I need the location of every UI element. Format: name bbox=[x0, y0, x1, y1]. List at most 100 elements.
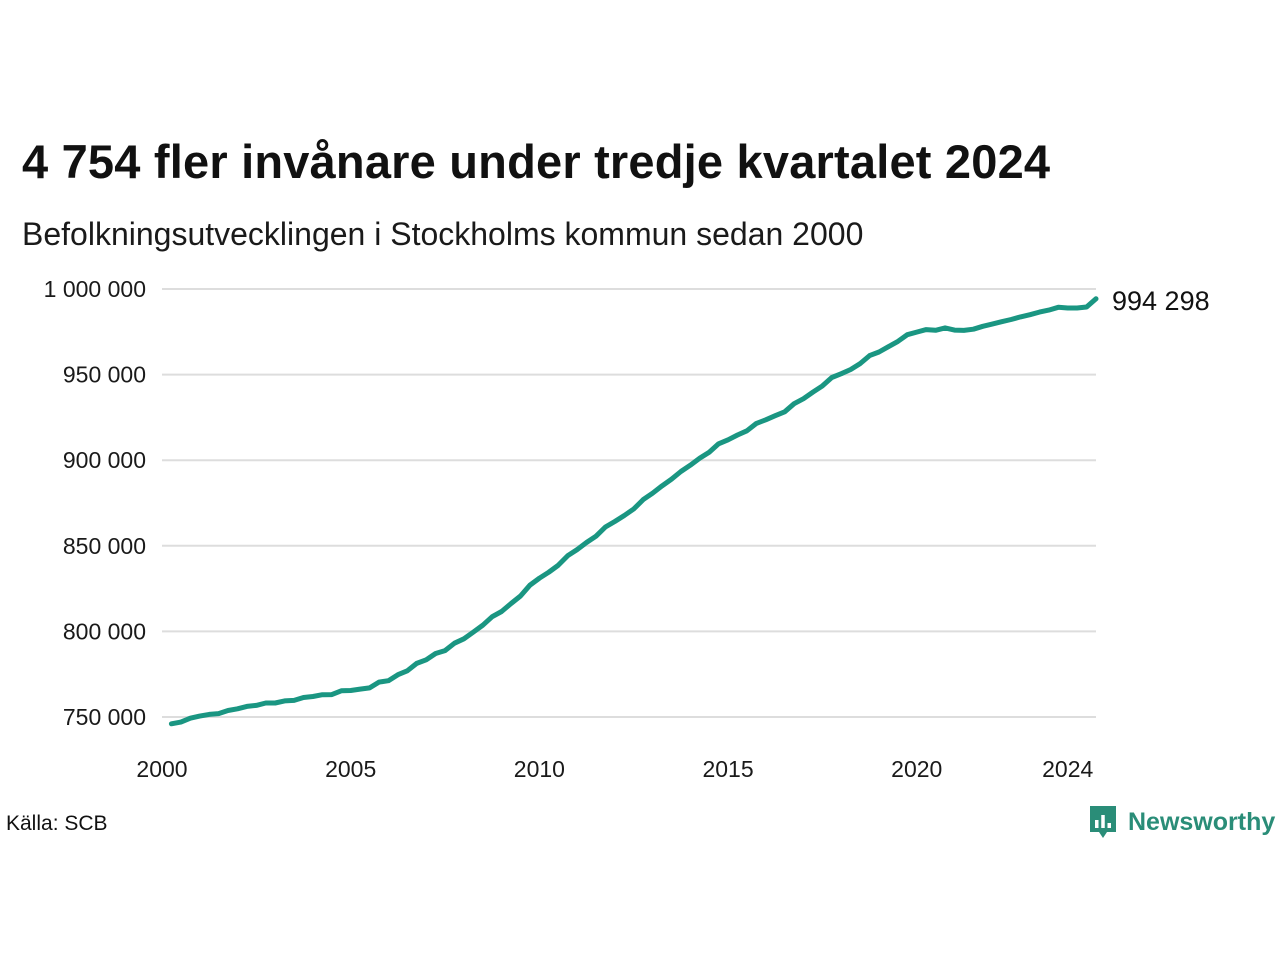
data-point bbox=[273, 701, 278, 705]
data-point bbox=[443, 648, 447, 653]
data-point bbox=[716, 441, 721, 446]
x-tick-label: 2010 bbox=[514, 756, 565, 782]
end-value-label: 994 298 bbox=[1112, 286, 1210, 316]
y-tick-label: 950 000 bbox=[63, 362, 146, 388]
population-series-line bbox=[168, 296, 1099, 727]
data-point bbox=[471, 630, 476, 635]
data-point bbox=[1046, 308, 1051, 313]
x-tick-label: 2000 bbox=[136, 756, 187, 782]
data-point bbox=[490, 614, 495, 619]
data-point bbox=[197, 714, 202, 719]
grid-lines bbox=[162, 288, 1096, 718]
data-point bbox=[773, 413, 778, 418]
data-point bbox=[367, 685, 372, 690]
data-point bbox=[622, 513, 627, 518]
data-point bbox=[395, 672, 400, 677]
data-point bbox=[584, 540, 589, 545]
data-point bbox=[1065, 306, 1070, 310]
data-point bbox=[433, 651, 438, 656]
data-point bbox=[678, 469, 683, 474]
data-point bbox=[509, 601, 514, 606]
data-point bbox=[226, 708, 230, 713]
data-point bbox=[961, 328, 966, 333]
data-point bbox=[999, 319, 1004, 324]
x-tick-label: 2024 bbox=[1042, 756, 1093, 782]
data-point bbox=[688, 463, 693, 468]
data-point bbox=[990, 322, 995, 327]
data-point bbox=[943, 325, 948, 330]
data-point bbox=[178, 720, 183, 725]
data-point bbox=[971, 327, 976, 332]
data-point bbox=[650, 491, 655, 496]
data-point bbox=[980, 324, 985, 329]
data-point bbox=[1018, 314, 1023, 319]
brand-logo: Newsworthy bbox=[1088, 804, 1275, 840]
data-point bbox=[546, 570, 551, 575]
data-point bbox=[811, 390, 815, 395]
brand-name: Newsworthy bbox=[1128, 807, 1276, 836]
data-point bbox=[292, 698, 297, 703]
data-point bbox=[801, 396, 806, 401]
data-point bbox=[631, 507, 636, 511]
y-tick-label: 1 000 000 bbox=[44, 276, 146, 302]
data-point bbox=[697, 456, 702, 461]
data-point bbox=[414, 661, 419, 666]
data-point bbox=[358, 687, 363, 692]
data-point bbox=[537, 576, 542, 581]
data-point bbox=[518, 594, 523, 598]
data-point bbox=[244, 704, 249, 709]
data-point bbox=[877, 350, 881, 354]
data-point bbox=[216, 711, 221, 716]
data-point bbox=[744, 428, 749, 433]
data-point bbox=[905, 332, 910, 337]
data-point bbox=[782, 409, 787, 414]
data-point bbox=[263, 701, 268, 705]
data-point bbox=[820, 383, 825, 388]
x-tick-label: 2005 bbox=[325, 756, 376, 782]
data-point bbox=[169, 721, 174, 726]
data-point bbox=[320, 692, 325, 697]
data-point bbox=[207, 712, 212, 717]
data-point bbox=[763, 417, 768, 422]
data-point bbox=[377, 680, 381, 685]
x-tick-label: 2020 bbox=[891, 756, 942, 782]
data-point bbox=[565, 553, 570, 558]
x-axis-ticks: 2000 2005 2010 2015 2020 2024 bbox=[136, 756, 1093, 782]
data-point bbox=[329, 692, 334, 697]
y-tick-label: 800 000 bbox=[63, 618, 146, 644]
data-point bbox=[641, 497, 646, 502]
data-point bbox=[792, 401, 797, 406]
y-tick-label: 850 000 bbox=[63, 533, 146, 559]
data-point bbox=[914, 330, 919, 335]
data-points bbox=[169, 296, 1098, 726]
data-point bbox=[1094, 296, 1098, 301]
data-point bbox=[726, 437, 731, 442]
data-point bbox=[867, 353, 872, 358]
data-point bbox=[310, 694, 315, 699]
data-point bbox=[188, 716, 193, 721]
data-point bbox=[424, 657, 429, 662]
data-point bbox=[858, 361, 863, 366]
data-point bbox=[348, 688, 353, 693]
data-point bbox=[952, 328, 957, 333]
data-point bbox=[575, 547, 580, 552]
data-point bbox=[301, 695, 306, 700]
data-point bbox=[1037, 310, 1042, 315]
y-axis-ticks: 750 000 800 000 850 000 900 000 950 000 1 000… bbox=[44, 276, 146, 730]
data-point bbox=[339, 688, 344, 693]
data-point bbox=[499, 609, 504, 614]
data-point bbox=[1084, 305, 1089, 309]
data-point bbox=[707, 450, 712, 455]
data-point bbox=[886, 344, 891, 349]
data-point bbox=[933, 328, 938, 333]
data-point bbox=[594, 534, 598, 539]
data-point bbox=[895, 339, 900, 344]
data-point bbox=[1009, 317, 1014, 322]
data-point bbox=[660, 483, 664, 488]
data-point bbox=[235, 706, 240, 711]
data-point bbox=[452, 641, 457, 646]
data-point bbox=[924, 327, 929, 332]
data-point bbox=[603, 525, 608, 529]
data-point bbox=[754, 421, 759, 426]
